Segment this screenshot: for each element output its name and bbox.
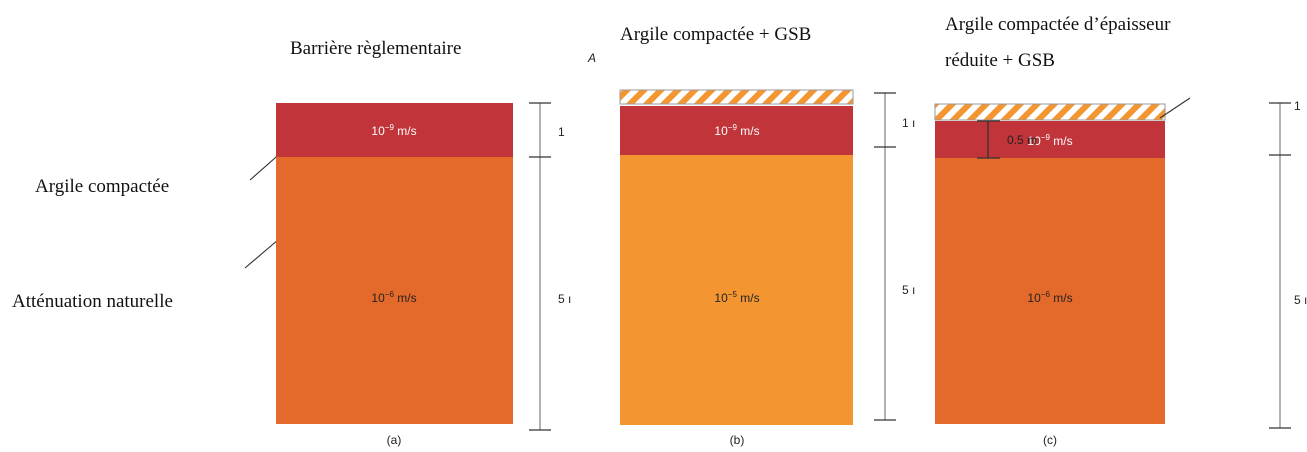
label-clay: Argile compactée bbox=[35, 176, 169, 197]
attenuation-layer bbox=[276, 157, 513, 424]
scale-label: 5 ı bbox=[1294, 293, 1307, 307]
scale-label: 1 bbox=[1294, 99, 1301, 113]
scale-label: 1 bbox=[558, 125, 565, 139]
permeability: 10−9 m/s bbox=[1027, 133, 1072, 148]
gsb-layer bbox=[619, 89, 854, 105]
caption: (c) bbox=[1043, 433, 1057, 447]
gsb-layer bbox=[934, 103, 1166, 121]
label-attenuation: Atténuation naturelle bbox=[12, 291, 173, 312]
permeability: 10−6 m/s bbox=[371, 290, 416, 305]
permeability: 10−6 m/s bbox=[1027, 290, 1072, 305]
attenuation-layer bbox=[935, 158, 1165, 424]
clay-layer bbox=[620, 106, 853, 155]
permeability: 10−9 m/s bbox=[371, 123, 416, 138]
clay-layer bbox=[276, 103, 513, 157]
clay-layer bbox=[935, 121, 1165, 158]
caption: (a) bbox=[387, 433, 402, 447]
scale-label: 1 ı bbox=[902, 116, 915, 130]
title-c-line1: Argile compactée d’épaisseur bbox=[945, 14, 1171, 35]
permeability: 10−9 m/s bbox=[714, 123, 759, 138]
pointer bbox=[1159, 97, 1191, 119]
title-c-line2: réduite + GSB bbox=[945, 50, 1055, 71]
scale-label: 5 ı bbox=[902, 283, 915, 297]
title-a: Barrière règlementaire bbox=[290, 38, 461, 59]
thickness-label: 0.5 m bbox=[1007, 133, 1037, 147]
title-b: Argile compactée + GSB bbox=[620, 24, 811, 45]
stray-mark: A bbox=[587, 51, 596, 65]
scale-label: 5 ı bbox=[558, 292, 571, 306]
attenuation-layer bbox=[620, 155, 853, 425]
caption: (b) bbox=[730, 433, 745, 447]
permeability: 10−5 m/s bbox=[714, 290, 759, 305]
